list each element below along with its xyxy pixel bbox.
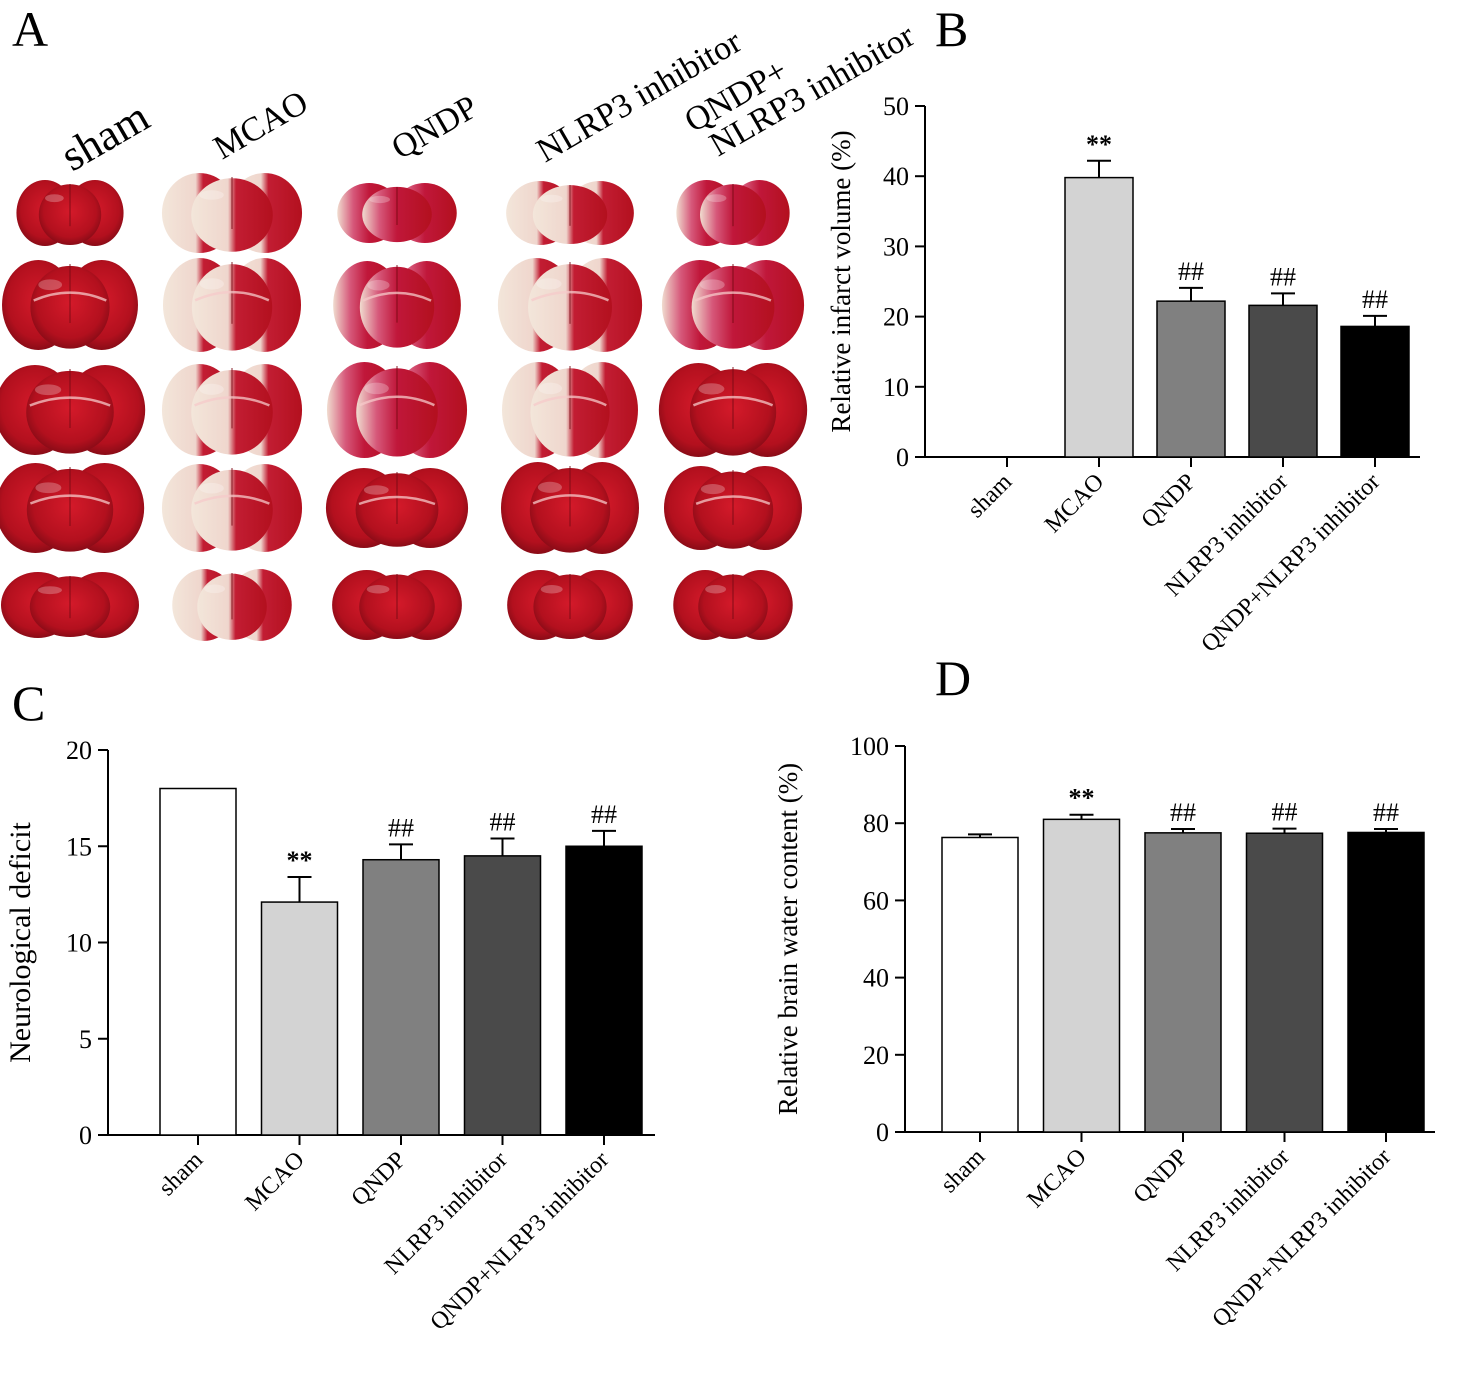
photo-column-labels: sham MCAO QNDP NLRP3 inhibitor QNDP+ NLR… (53, 17, 922, 181)
brain-slice (500, 462, 640, 554)
y-tick-label: 0 (79, 1121, 92, 1150)
chart-d-brain-water-content: 0 20 40 60 80 100 Relative brain water content… (773, 732, 1435, 1333)
y-tick-label: 5 (79, 1025, 92, 1054)
photo-label-qndp: QNDP (386, 89, 485, 167)
category-label: QNDP+NLRP3 inhibitor (1197, 469, 1386, 658)
bar (1347, 831, 1425, 1133)
y-tick-label: 50 (883, 92, 909, 121)
y-tick-label: 15 (66, 832, 92, 861)
photo-label-mcao: MCAO (208, 84, 315, 167)
category-label: sham (154, 1147, 208, 1201)
category-label: QNDP (1137, 469, 1202, 534)
bar (1245, 832, 1324, 1133)
brain-slice (506, 181, 634, 245)
brain-slice (0, 365, 146, 455)
category-label: sham (936, 1144, 990, 1198)
bar (1064, 176, 1134, 458)
bar (463, 855, 542, 1136)
brain-slice (161, 364, 303, 456)
chart-b-infarct-volume: 0 10 20 30 40 50 Relative infarct volume (%) sh… (826, 92, 1420, 658)
panel-label-c: C (12, 675, 45, 731)
brain-slice (0, 463, 145, 553)
significance-marker: ## (1373, 798, 1399, 827)
brain-slice (2, 260, 138, 350)
category-label: QNDP (1129, 1144, 1194, 1209)
brain-slice (161, 464, 303, 552)
brain-slice (497, 258, 643, 352)
y-tick-label: 80 (863, 809, 889, 838)
brain-slice (16, 180, 124, 246)
bar (941, 836, 1019, 1133)
significance-marker: ## (1272, 798, 1298, 827)
y-axis-label: Relative brain water content (%) (773, 763, 803, 1115)
y-tick-label: 10 (883, 373, 909, 402)
y-axis-label: Relative infarct volume (%) (826, 130, 856, 432)
brain-slice (661, 260, 805, 350)
y-tick-label: 20 (883, 303, 909, 332)
y-tick-label: 10 (66, 929, 92, 958)
brain-slice (172, 569, 292, 641)
category-label: QNDP (347, 1147, 412, 1212)
panel-label-d: D (935, 650, 971, 706)
bar (1340, 325, 1410, 458)
bar (362, 858, 440, 1136)
chart-c-neurological-deficit: 0 5 10 15 20 Neurological deficit sham ** MCAO ##… (4, 736, 655, 1336)
y-axis-label: Neurological deficit (4, 821, 37, 1062)
significance-marker: ## (1362, 285, 1388, 314)
bar (159, 787, 237, 1136)
brain-slice (0, 572, 140, 638)
photo-label-sham: sham (53, 92, 158, 181)
y-tick-label: 20 (863, 1041, 889, 1070)
y-tick-label: 0 (876, 1118, 889, 1147)
bar (1248, 304, 1318, 458)
significance-marker: ## (591, 800, 617, 829)
category-label: MCAO (1022, 1144, 1091, 1213)
significance-marker: ## (1178, 257, 1204, 286)
brain-slice (663, 466, 803, 550)
brain-slice (676, 180, 790, 246)
category-label: MCAO (240, 1147, 309, 1216)
brain-slice (325, 468, 469, 548)
y-tick-label: 40 (863, 964, 889, 993)
y-tick-label: 30 (883, 232, 909, 261)
category-label: QNDP+NLRP3 inhibitor (1208, 1144, 1397, 1333)
significance-marker: ** (287, 846, 313, 875)
significance-marker: ## (490, 808, 516, 837)
brain-slice (507, 570, 633, 640)
y-tick-label: 20 (66, 736, 92, 765)
brain-slice-grid (0, 173, 808, 641)
y-tick-label: 100 (850, 732, 889, 761)
significance-marker: ## (1270, 262, 1296, 291)
bar (565, 845, 643, 1136)
y-tick-label: 60 (863, 886, 889, 915)
significance-marker: ## (388, 813, 414, 842)
brain-slice (332, 570, 462, 640)
significance-marker: ## (1170, 798, 1196, 827)
y-tick-label: 40 (883, 162, 909, 191)
bar (260, 901, 339, 1136)
panel-label-b: B (935, 1, 968, 57)
y-tick-label: 0 (896, 443, 909, 472)
panel-label-a: A (12, 1, 48, 57)
bar (1042, 818, 1121, 1133)
category-label: sham (963, 469, 1017, 523)
brain-slice (337, 183, 457, 243)
brain-slice (658, 363, 808, 457)
significance-marker: ** (1086, 130, 1112, 159)
category-label: MCAO (1040, 469, 1109, 538)
brain-slice (502, 362, 638, 458)
brain-slice (162, 258, 302, 352)
brain-slice (333, 261, 461, 349)
brain-slice (161, 173, 303, 253)
bar (1156, 300, 1226, 458)
brain-slice (326, 362, 468, 458)
brain-slice (673, 570, 793, 640)
category-label: QNDP+NLRP3 inhibitor (426, 1147, 615, 1336)
significance-marker: ** (1069, 784, 1095, 813)
bar (1144, 832, 1222, 1133)
